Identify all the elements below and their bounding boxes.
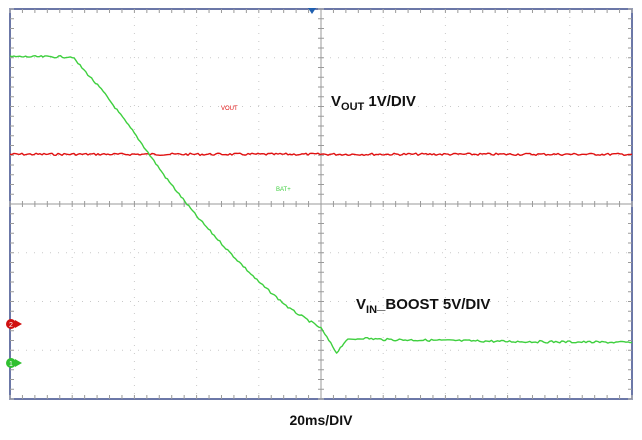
vout-trace-tag: VOUT [221, 106, 238, 112]
ch2-ground-marker: 2 [6, 319, 22, 329]
vin-label-rest: _BOOST 5V/DIV [376, 296, 490, 313]
oscilloscope-capture: VOUT BAT+ VOUT 1V/DIV VIN_BOOST 5V/DIV 2… [6, 8, 633, 400]
graticule-ticks [9, 8, 633, 400]
bat-trace-tag: BAT+ [276, 187, 291, 193]
x-axis-label: 20ms/DIV [289, 412, 353, 428]
vout-trace [9, 152, 633, 157]
vout-label-main: V [331, 93, 341, 110]
traces [9, 55, 633, 354]
ch1-ground-marker: 1 [6, 358, 22, 368]
vin-boost-scale-label: VIN_BOOST 5V/DIV [356, 296, 490, 316]
vin-label-main: V [356, 296, 366, 313]
vout-label-sub: OUT [341, 101, 365, 113]
svg-text:2: 2 [9, 322, 13, 329]
trigger-position-marker [308, 8, 316, 14]
vin-boost-trace [9, 55, 633, 354]
vin-label-sub: IN [366, 304, 377, 316]
vout-label-rest: 1V/DIV [364, 93, 416, 110]
svg-text:1: 1 [9, 361, 13, 368]
vout-scale-label: VOUT 1V/DIV [331, 93, 416, 113]
